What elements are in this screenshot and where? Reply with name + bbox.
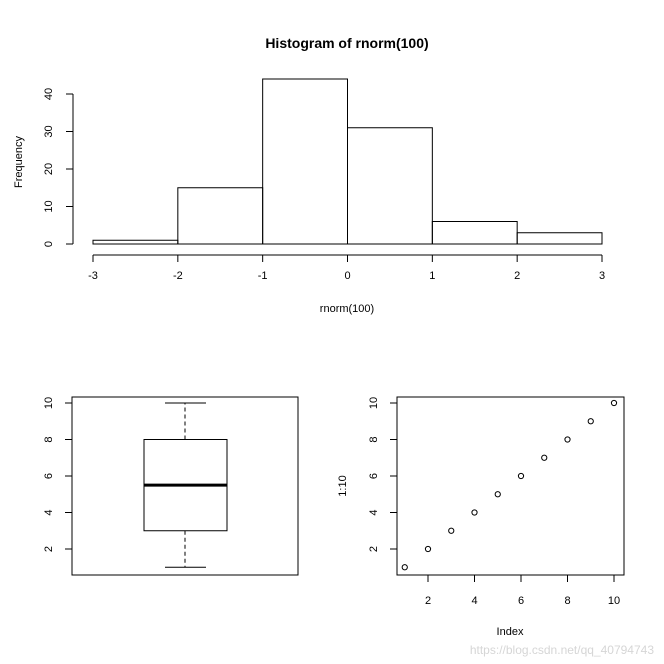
scatter-point	[541, 454, 548, 461]
histogram-bars	[92, 78, 603, 245]
scatter-point	[494, 491, 501, 498]
scatter-panel: Index 1:10 2 4 6 8 10 2 4 6 8 10	[337, 396, 625, 638]
scatter-x-tick-label: 4	[471, 595, 477, 607]
histogram-x-axis-label: rnorm(100)	[320, 303, 374, 315]
scatter-y-tick-label: 2	[368, 546, 380, 552]
scatter-y-tick-label: 10	[368, 397, 380, 409]
scatter-point	[517, 472, 525, 480]
scatter-y-axis-label: 1:10	[337, 475, 349, 496]
boxplot-y-tick-label: 8	[43, 436, 55, 442]
histogram-title: Histogram of rnorm(100)	[265, 35, 428, 51]
boxplot-marks	[143, 402, 228, 568]
histogram-y-tick-label: 20	[43, 163, 55, 175]
histogram-x-axis: -3 -2 -1 0 1 2 3	[88, 254, 605, 282]
scatter-x-tick-label: 10	[608, 595, 620, 607]
scatter-point	[401, 564, 408, 571]
scatter-point	[564, 436, 571, 443]
histogram-x-tick-label: -3	[88, 270, 98, 282]
scatter-point	[424, 545, 432, 553]
histogram-bar	[347, 127, 433, 245]
histogram-x-tick-label: 3	[599, 270, 605, 282]
histogram-y-tick-label: 40	[43, 88, 55, 100]
boxplot-y-tick-label: 6	[43, 473, 55, 479]
histogram-x-tick-label: -1	[258, 270, 268, 282]
boxplot-panel: 2 4 6 8 10	[43, 396, 299, 576]
scatter-y-tick-label: 6	[368, 473, 380, 479]
boxplot-y-tick-label: 2	[43, 546, 55, 552]
scatter-x-axis-label: Index	[497, 626, 524, 638]
scatter-points	[401, 399, 618, 571]
histogram-bar	[516, 232, 603, 245]
histogram-y-tick-label: 0	[43, 241, 55, 247]
scatter-y-tick-label: 4	[368, 509, 380, 515]
scatter-point	[610, 399, 618, 407]
histogram-x-tick-label: -2	[173, 270, 183, 282]
scatter-y-tick-label: 8	[368, 436, 380, 442]
scatter-point	[471, 509, 478, 516]
histogram-x-tick-label: 1	[429, 270, 435, 282]
scatter-x-tick-label: 6	[518, 595, 524, 607]
histogram-y-axis: 0 10 20 30 40	[43, 88, 74, 247]
histogram-y-axis-label: Frequency	[13, 136, 25, 188]
scatter-x-axis: 2 4 6 8 10	[425, 574, 620, 607]
watermark-text: https://blog.csdn.net/qq_40794743	[470, 643, 654, 657]
histogram-y-tick-label: 10	[43, 200, 55, 212]
histogram-bar	[431, 221, 518, 245]
boxplot-y-tick-label: 4	[43, 509, 55, 515]
scatter-x-tick-label: 8	[564, 595, 570, 607]
scatter-y-axis: 2 4 6 8 10	[368, 397, 398, 552]
histogram-bar	[177, 187, 264, 245]
scatter-x-tick-label: 2	[425, 595, 431, 607]
scatter-point	[587, 418, 594, 425]
boxplot-y-axis: 2 4 6 8 10	[43, 397, 73, 552]
histogram-x-tick-label: 0	[344, 270, 350, 282]
histogram-x-tick-label: 2	[514, 270, 520, 282]
histogram-bar	[262, 78, 348, 245]
scatter-point	[448, 527, 455, 534]
histogram-panel: Histogram of rnorm(100) rnorm(100) Frequ…	[13, 35, 605, 315]
boxplot-y-tick-label: 10	[43, 397, 55, 409]
histogram-bar	[92, 239, 179, 245]
histogram-y-tick-label: 30	[43, 125, 55, 137]
